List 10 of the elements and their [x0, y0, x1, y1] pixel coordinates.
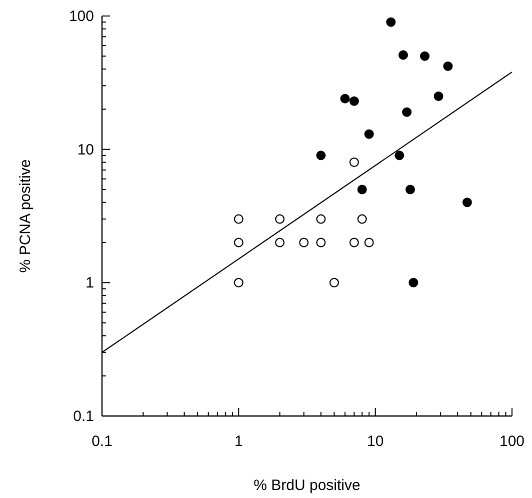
- y-tick-label: 0.1: [73, 408, 94, 425]
- y-tick-label: 1: [86, 274, 94, 292]
- y-axis-title: % PCNA positive: [17, 159, 34, 273]
- x-tick-label: 0.1: [92, 433, 112, 450]
- x-tick-label: 1: [234, 433, 243, 450]
- y-tick-label: 100: [68, 8, 94, 25]
- x-axis-title: % BrdU positive: [254, 477, 360, 494]
- x-tick-label: 10: [366, 433, 384, 450]
- y-tick-label: 10: [77, 141, 94, 158]
- x-tick-label: 100: [499, 433, 525, 450]
